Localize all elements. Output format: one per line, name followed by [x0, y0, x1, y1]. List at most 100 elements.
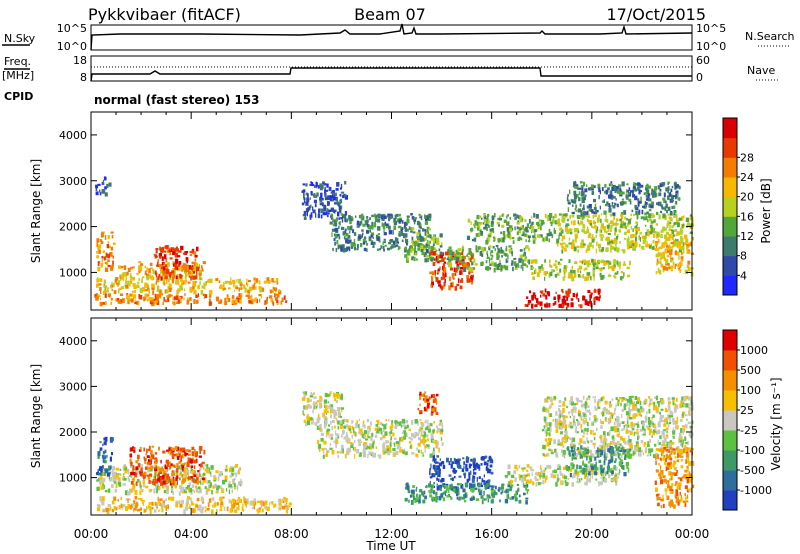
velocity-cell: [332, 420, 335, 424]
power-cell: [318, 208, 321, 214]
power-cell: [549, 264, 551, 267]
power-cell: [620, 276, 624, 279]
power-cell: [508, 248, 512, 252]
velocity-cell: [323, 415, 326, 419]
power-cell: [441, 242, 443, 246]
power-cell: [407, 228, 409, 232]
power-cell: [610, 196, 614, 200]
velocity-cell: [161, 485, 165, 489]
power-cell: [239, 294, 242, 299]
power-cell: [144, 282, 148, 287]
power-cell: [483, 247, 486, 251]
velocity-cell: [233, 504, 236, 507]
velocity-cell: [149, 509, 152, 515]
velocity-cell: [127, 491, 130, 496]
velocity-cell: [96, 504, 100, 507]
velocity-cell: [99, 447, 103, 451]
velocity-cell: [646, 454, 650, 457]
velocity-cell: [529, 479, 532, 483]
power-cell: [410, 230, 413, 233]
power-cell: [200, 277, 203, 281]
velocity-cell: [538, 472, 541, 476]
power-cell: [488, 258, 491, 264]
velocity-cell: [434, 407, 437, 412]
power-cell: [127, 295, 131, 301]
power-cell: [446, 257, 449, 261]
power-cell: [175, 282, 179, 285]
power-cell: [305, 201, 309, 206]
power-cell: [166, 269, 170, 274]
velocity-cell: [516, 483, 520, 486]
power-cell: [569, 189, 571, 195]
power-cell: [611, 220, 614, 224]
velocity-cell: [610, 479, 614, 482]
power-cell: [534, 268, 537, 274]
velocity-cell: [309, 405, 313, 409]
power-cell: [433, 258, 436, 261]
power-cell: [400, 229, 403, 235]
velocity-cell: [191, 452, 195, 457]
power-cell: [272, 289, 274, 293]
power-cell: [556, 219, 559, 223]
freq-panel: Freq. [MHz] 18 8 60 0 Nave: [2, 54, 778, 84]
power-cell: [194, 258, 197, 262]
power-cell: [649, 231, 653, 235]
power-cell: [668, 192, 671, 197]
power-cell: [681, 252, 683, 255]
power-cell: [647, 195, 650, 200]
power-cell: [424, 231, 427, 236]
power-cell: [173, 301, 176, 306]
power-cell: [428, 228, 431, 231]
velocity-cell: [323, 409, 327, 414]
power-cell: [338, 222, 340, 225]
power-cell: [163, 254, 167, 260]
velocity-cell: [658, 403, 660, 408]
velocity-cell: [194, 470, 196, 474]
power-cell: [583, 191, 585, 196]
power-cell: [129, 275, 133, 279]
velocity-cell: [141, 501, 144, 505]
power-cell: [659, 252, 663, 256]
power-cell: [501, 250, 505, 254]
power-cell: [608, 208, 612, 213]
power-cell: [476, 224, 480, 229]
velocity-cell: [228, 484, 232, 488]
velocity-cell: [130, 471, 133, 475]
power-cell: [198, 272, 202, 276]
power-cell: [381, 222, 383, 228]
power-cell: [133, 286, 137, 289]
velocity-cell: [326, 417, 328, 422]
power-cell: [470, 221, 472, 225]
power-cell: [334, 211, 336, 214]
power-cell: [98, 295, 101, 298]
power-cell: [573, 190, 577, 196]
power-cell: [273, 280, 276, 283]
velocity-cell: [517, 488, 520, 491]
power-cell: [312, 209, 316, 214]
power-cell: [526, 223, 530, 228]
velocity-cell: [162, 480, 166, 485]
velocity-cell: [99, 496, 102, 502]
velocity-cell: [191, 470, 194, 474]
power-cell: [168, 287, 172, 292]
velocity-cell: [206, 507, 210, 511]
power-cell: [435, 253, 439, 256]
velocity-cell: [165, 485, 168, 490]
velocity-cell: [160, 476, 162, 482]
velocity-cell: [233, 477, 236, 481]
power-cell: [145, 289, 149, 292]
power-cell: [192, 265, 195, 271]
power-cell: [634, 241, 637, 246]
power-cell: [173, 248, 177, 254]
power-cell: [250, 296, 253, 301]
velocity-cell: [304, 421, 308, 427]
power-cell: [175, 259, 179, 264]
power-cell: [157, 276, 160, 280]
power-cell: [372, 241, 376, 245]
power-cell: [584, 301, 588, 306]
power-cell: [584, 188, 588, 193]
power-cell: [540, 225, 542, 231]
velocity-cell: [184, 452, 187, 457]
power-cell: [671, 245, 674, 249]
velocity-cell: [212, 475, 216, 478]
